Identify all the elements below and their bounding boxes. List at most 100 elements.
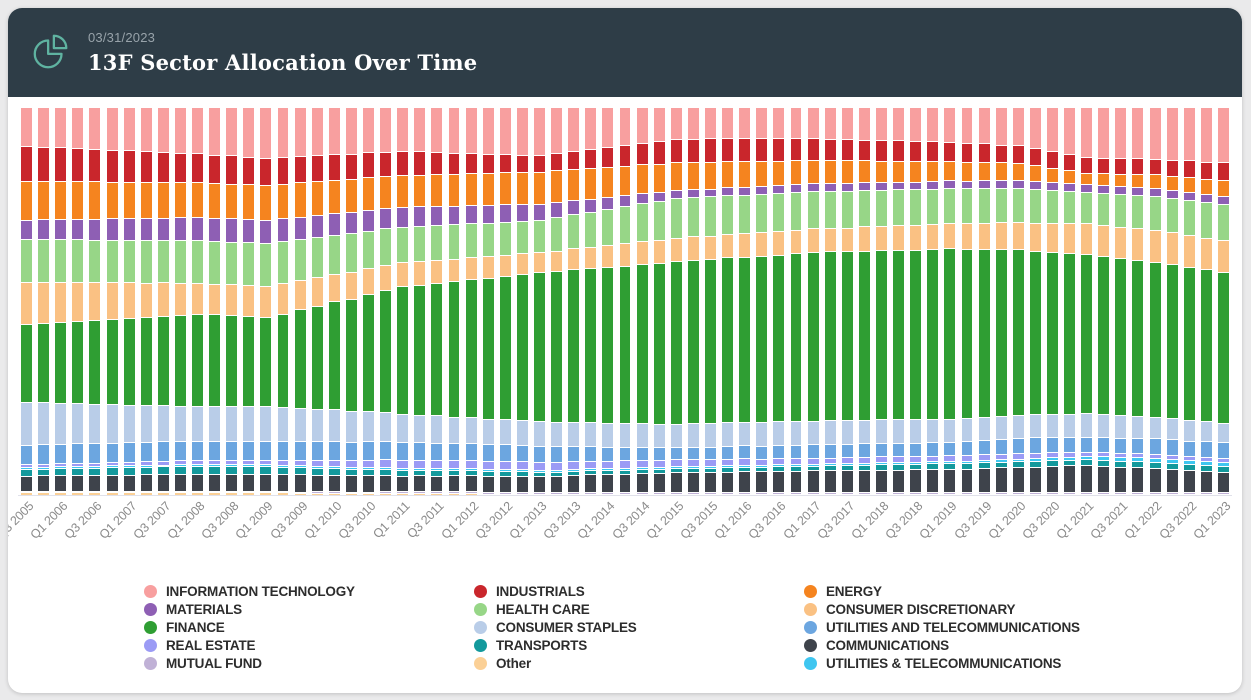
segment-materials[interactable] (687, 189, 699, 197)
segment-industrials[interactable] (687, 138, 699, 162)
segment-utilities_and_telecommunications[interactable] (687, 446, 699, 459)
bar-q3-2021[interactable] (1115, 106, 1127, 495)
bar-q3-2012[interactable] (499, 107, 511, 495)
segment-communications[interactable] (363, 475, 374, 492)
segment-utilities_amp_telecommunications[interactable] (431, 467, 443, 470)
segment-utilities_amp_telecommunications[interactable] (568, 468, 580, 471)
segment-transports[interactable] (585, 470, 597, 475)
segment-information_technology[interactable] (243, 107, 255, 157)
segment-utilities_and_telecommunications[interactable] (1081, 436, 1093, 453)
segment-utilities_and_telecommunications[interactable] (516, 444, 528, 462)
segment-materials[interactable] (311, 214, 323, 237)
segment-utilities_and_telecommunications[interactable] (1029, 437, 1041, 453)
segment-utilities_amp_telecommunications[interactable] (1029, 458, 1041, 461)
segment-industrials[interactable] (209, 154, 221, 184)
segment-information_technology[interactable] (397, 107, 409, 151)
segment-mutual_fund[interactable] (380, 491, 392, 494)
bar-q2-2019[interactable] (961, 106, 973, 495)
segment-materials[interactable] (226, 218, 238, 242)
segment-mutual_fund[interactable] (602, 492, 614, 494)
segment-health_care[interactable] (687, 196, 699, 237)
segment-information_technology[interactable] (106, 107, 118, 150)
segment-consumer_discretionary[interactable] (106, 282, 118, 319)
segment-materials[interactable] (192, 217, 203, 241)
segment-consumer_staples[interactable] (465, 417, 477, 444)
segment-industrials[interactable] (482, 153, 494, 173)
segment-industrials[interactable] (927, 141, 939, 162)
segment-transports[interactable] (311, 467, 323, 475)
segment-industrials[interactable] (944, 141, 956, 162)
segment-health_care[interactable] (978, 188, 990, 223)
segment-finance[interactable] (380, 290, 392, 413)
segment-utilities_and_telecommunications[interactable] (414, 442, 426, 460)
segment-utilities_amp_telecommunications[interactable] (961, 460, 973, 463)
segment-consumer_staples[interactable] (1166, 417, 1178, 440)
segment-finance[interactable] (106, 318, 118, 404)
bar-q4-2008[interactable] (243, 107, 255, 495)
segment-industrials[interactable] (705, 138, 716, 162)
segment-consumer_staples[interactable] (687, 422, 699, 447)
segment-other[interactable] (636, 494, 648, 495)
bar-q2-2013[interactable] (551, 106, 563, 495)
segment-energy[interactable] (1166, 175, 1178, 191)
segment-energy[interactable] (705, 161, 716, 189)
segment-real_estate[interactable] (1012, 453, 1024, 459)
segment-other[interactable] (21, 492, 33, 495)
segment-real_estate[interactable] (1115, 453, 1127, 458)
segment-consumer_discretionary[interactable] (1029, 222, 1041, 251)
segment-consumer_staples[interactable] (294, 407, 306, 441)
bar-q4-2020[interactable] (1064, 106, 1076, 495)
segment-utilities_amp_telecommunications[interactable] (209, 464, 221, 467)
segment-information_technology[interactable] (294, 107, 306, 156)
bar-q2-2014[interactable] (619, 106, 631, 495)
segment-health_care[interactable] (482, 222, 494, 257)
segment-industrials[interactable] (653, 140, 665, 164)
segment-utilities_amp_telecommunications[interactable] (1098, 456, 1110, 460)
segment-real_estate[interactable] (260, 460, 272, 464)
bar-q3-2014[interactable] (636, 106, 648, 495)
segment-communications[interactable] (670, 472, 682, 493)
segment-energy[interactable] (328, 179, 340, 214)
segment-consumer_discretionary[interactable] (1012, 222, 1024, 250)
segment-materials[interactable] (106, 218, 118, 240)
segment-consumer_staples[interactable] (243, 406, 255, 441)
segment-finance[interactable] (568, 269, 580, 422)
segment-materials[interactable] (1217, 196, 1229, 205)
segment-energy[interactable] (927, 161, 939, 181)
segment-information_technology[interactable] (1183, 106, 1195, 161)
segment-real_estate[interactable] (345, 460, 357, 467)
segment-mutual_fund[interactable] (465, 491, 477, 494)
legend-item-real-estate[interactable]: REAL ESTATE (144, 636, 474, 654)
segment-utilities_amp_telecommunications[interactable] (790, 464, 802, 467)
segment-utilities_and_telecommunications[interactable] (807, 444, 819, 458)
segment-utilities_and_telecommunications[interactable] (448, 443, 460, 461)
segment-utilities_and_telecommunications[interactable] (585, 446, 597, 461)
segment-industrials[interactable] (123, 150, 135, 182)
segment-materials[interactable] (1064, 183, 1076, 192)
segment-utilities_amp_telecommunications[interactable] (72, 466, 84, 468)
segment-mutual_fund[interactable] (1115, 492, 1127, 494)
segment-mutual_fund[interactable] (277, 491, 289, 493)
segment-materials[interactable] (585, 198, 597, 212)
segment-energy[interactable] (1132, 173, 1144, 188)
segment-mutual_fund[interactable] (1132, 492, 1144, 494)
segment-consumer_discretionary[interactable] (1098, 224, 1110, 256)
segment-real_estate[interactable] (944, 455, 956, 462)
segment-consumer_staples[interactable] (807, 420, 819, 445)
segment-energy[interactable] (1115, 173, 1127, 187)
segment-utilities_amp_telecommunications[interactable] (705, 465, 716, 468)
segment-utilities_amp_telecommunications[interactable] (1200, 461, 1212, 466)
segment-energy[interactable] (106, 181, 118, 219)
segment-energy[interactable] (89, 181, 101, 219)
segment-consumer_discretionary[interactable] (72, 281, 84, 322)
segment-real_estate[interactable] (756, 458, 768, 465)
segment-communications[interactable] (619, 473, 631, 493)
segment-utilities_and_telecommunications[interactable] (568, 445, 580, 461)
segment-mutual_fund[interactable] (226, 491, 238, 493)
segment-utilities_and_telecommunications[interactable] (944, 441, 956, 456)
segment-finance[interactable] (38, 323, 50, 403)
segment-mutual_fund[interactable] (123, 491, 135, 493)
segment-materials[interactable] (705, 188, 716, 197)
segment-communications[interactable] (1064, 465, 1076, 493)
segment-industrials[interactable] (397, 150, 409, 175)
